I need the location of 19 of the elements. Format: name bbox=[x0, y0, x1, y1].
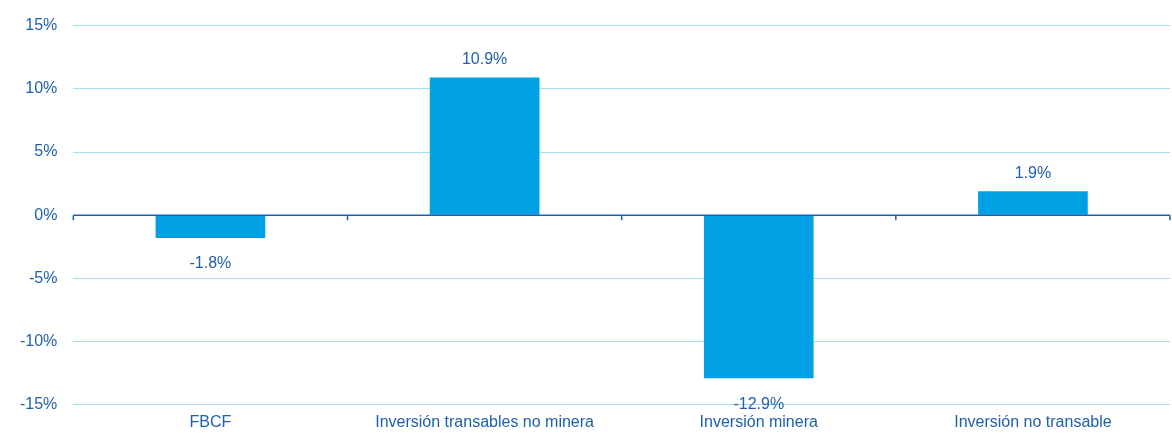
y-tick-label: 10% bbox=[25, 79, 58, 97]
y-tick-label: -10% bbox=[19, 332, 58, 350]
y-tick-label: 5% bbox=[34, 142, 58, 160]
y-tick-label: 0% bbox=[34, 205, 58, 223]
bar bbox=[703, 215, 814, 379]
data-label: 10.9% bbox=[461, 49, 508, 67]
x-tick-label: FBCF bbox=[189, 412, 232, 430]
bar bbox=[978, 191, 1088, 215]
x-tick-label: Inversión transables no minera bbox=[375, 412, 595, 430]
y-tick-label: -5% bbox=[28, 268, 58, 286]
data-label: 1.9% bbox=[1014, 163, 1052, 181]
y-tick-label: -15% bbox=[19, 395, 58, 413]
bar bbox=[155, 215, 266, 238]
data-label: -1.8% bbox=[189, 254, 232, 272]
data-label: -12.9% bbox=[733, 394, 785, 412]
y-tick-label: 15% bbox=[25, 16, 58, 34]
bar bbox=[429, 77, 540, 215]
x-tick-label: Inversión no transable bbox=[954, 412, 1112, 430]
x-tick-label: Inversión minera bbox=[699, 412, 818, 430]
